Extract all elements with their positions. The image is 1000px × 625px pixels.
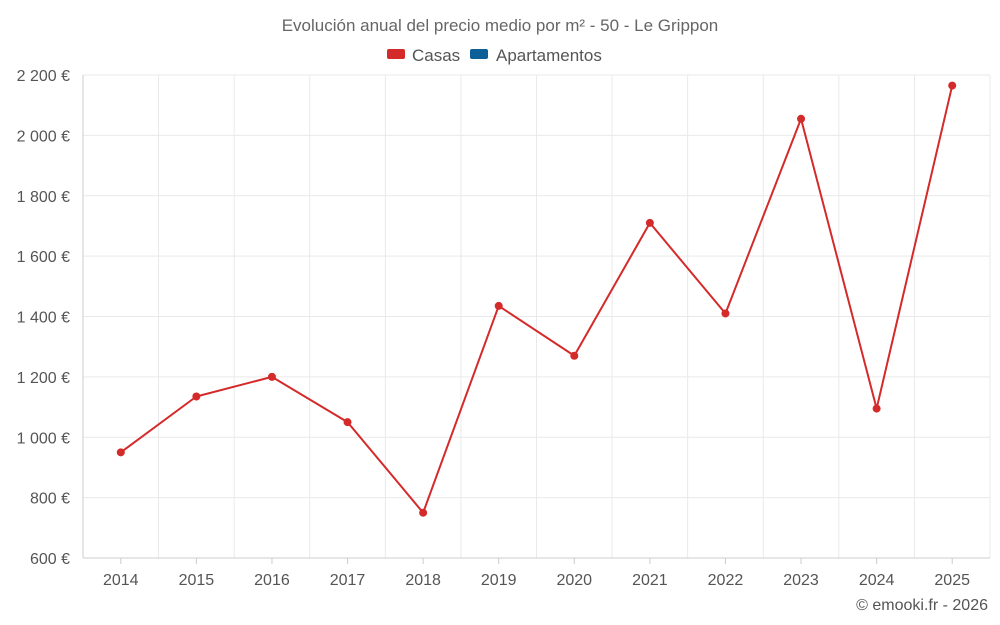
data-point-2019[interactable] [494, 301, 503, 310]
legend-label-apartamentos: Apartamentos [496, 46, 602, 65]
x-tick-label: 2019 [481, 572, 517, 589]
credit-text: © emooki.fr - 2026 [856, 597, 988, 614]
data-point-2020[interactable] [570, 351, 579, 360]
legend-item-casas[interactable]: Casas [387, 46, 460, 65]
data-point-2014[interactable] [116, 448, 125, 457]
x-tick-label: 2025 [934, 572, 970, 589]
y-tick-label: 800 € [30, 491, 70, 508]
x-tick-label: 2024 [859, 572, 895, 589]
series-casas [116, 81, 957, 517]
data-point-2016[interactable] [267, 372, 276, 381]
y-tick-label: 2 200 € [17, 68, 70, 85]
chart-title: Evolución anual del precio medio por m² … [282, 16, 719, 35]
y-tick-label: 1 000 € [17, 430, 70, 447]
data-point-2018[interactable] [419, 508, 428, 517]
y-tick-label: 1 200 € [17, 370, 70, 387]
data-point-2017[interactable] [343, 418, 352, 427]
legend-item-apartamentos[interactable]: Apartamentos [470, 46, 602, 65]
data-point-2021[interactable] [645, 218, 654, 227]
x-tick-label: 2015 [179, 572, 215, 589]
x-tick-label: 2021 [632, 572, 668, 589]
y-tick-label: 1 600 € [17, 249, 70, 266]
y-tick-label: 1 800 € [17, 189, 70, 206]
y-tick-label: 1 400 € [17, 310, 70, 327]
y-axis: 600 € 800 € 1 000 € 1 200 € 1 400 € 1 600 € 1 … [17, 68, 84, 568]
legend-label-casas: Casas [412, 46, 460, 65]
data-point-2015[interactable] [192, 392, 201, 401]
legend-swatch-casas [387, 49, 405, 59]
x-tick-label: 2017 [330, 572, 366, 589]
y-tick-label: 600 € [30, 551, 70, 568]
data-point-2025[interactable] [948, 81, 957, 90]
x-tick-label: 2014 [103, 572, 139, 589]
data-point-2022[interactable] [721, 309, 730, 318]
legend-swatch-apartamentos [470, 49, 488, 59]
grid [82, 74, 991, 558]
x-tick-label: 2018 [405, 572, 441, 589]
x-tick-label: 2020 [556, 572, 592, 589]
x-tick-label: 2023 [783, 572, 819, 589]
x-tick-label: 2016 [254, 572, 290, 589]
data-point-2023[interactable] [797, 114, 806, 123]
y-tick-label: 2 000 € [17, 128, 70, 145]
x-axis: 2014 2015 2016 2017 2018 2019 2020 2021 2022 2023… [83, 557, 990, 589]
series-line-casas [120, 85, 954, 514]
x-tick-label: 2022 [708, 572, 744, 589]
legend: Casas Apartamentos [387, 46, 602, 65]
data-point-2024[interactable] [872, 404, 881, 413]
